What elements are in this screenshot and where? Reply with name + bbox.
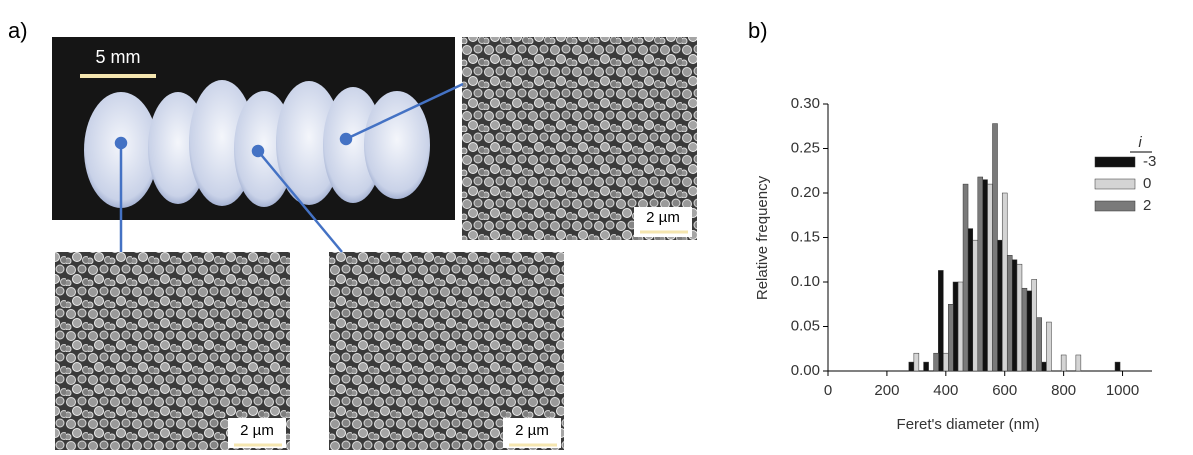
scale-bar-label: 2 µm <box>515 422 549 439</box>
y-tick-label: 0.25 <box>791 139 820 156</box>
bar <box>1036 317 1042 372</box>
bar <box>1041 361 1047 372</box>
scale-bar-label: 2 µm <box>646 209 680 226</box>
scale-bar-label: 5 mm <box>96 47 141 67</box>
y-tick-label: 0.10 <box>791 273 820 290</box>
panel-label: a) <box>8 18 28 43</box>
bar <box>1021 287 1028 372</box>
bar <box>923 361 929 372</box>
legend-label: 2 <box>1143 197 1151 214</box>
y-tick-label: 0.00 <box>791 362 820 379</box>
bar <box>1046 321 1052 372</box>
bar <box>1016 263 1023 372</box>
x-tick-label: 600 <box>992 382 1017 399</box>
x-axis-label: Feret's diameter (nm) <box>897 416 1040 433</box>
bar <box>1114 361 1121 372</box>
bar <box>952 281 959 372</box>
bar <box>943 352 949 372</box>
x-tick-label: 200 <box>874 382 899 399</box>
bar <box>1006 255 1013 372</box>
x-tick-label: 1000 <box>1106 382 1139 399</box>
bar <box>962 183 969 372</box>
sem-image: 2 µm <box>329 252 564 450</box>
chart: Feret's diameter (nm) Relative frequency… <box>754 95 1156 433</box>
bar <box>938 270 944 372</box>
sem-image: 2 µm <box>462 37 697 240</box>
x-tick-label: 400 <box>933 382 958 399</box>
x-tick-label: 0 <box>824 382 832 399</box>
connector <box>114 82 464 253</box>
bar <box>1001 192 1008 372</box>
bar <box>913 352 920 372</box>
bar <box>933 352 939 372</box>
legend-swatch <box>1094 178 1136 190</box>
bar <box>957 281 964 372</box>
bar <box>982 179 988 372</box>
bar <box>1026 290 1032 372</box>
legend-title: i <box>1138 134 1142 151</box>
bar <box>987 183 993 372</box>
photo: 5 mm <box>52 37 455 220</box>
bar <box>948 304 954 372</box>
bar <box>1060 354 1067 372</box>
bar <box>967 228 974 372</box>
bar <box>972 239 979 372</box>
legend-swatch <box>1094 200 1136 212</box>
sem-image: 2 µm <box>55 252 290 450</box>
scale-bar-label: 2 µm <box>240 422 274 439</box>
y-axis-label: Relative frequency <box>754 175 771 300</box>
x-tick-label: 800 <box>1051 382 1076 399</box>
bar <box>908 361 915 372</box>
bar <box>977 176 984 372</box>
y-tick-label: 0.05 <box>791 317 820 334</box>
legend-label: -3 <box>1143 153 1156 170</box>
bar <box>1031 279 1037 372</box>
y-tick-label: 0.15 <box>791 228 820 245</box>
legend-label: 0 <box>1143 175 1151 192</box>
bar <box>1075 354 1082 372</box>
bar <box>1011 259 1018 372</box>
y-tick-label: 0.30 <box>791 95 820 112</box>
panel-label: b) <box>748 18 768 43</box>
bar <box>992 123 998 372</box>
bar <box>996 239 1003 372</box>
y-tick-label: 0.20 <box>791 184 820 201</box>
legend-swatch <box>1094 156 1136 168</box>
